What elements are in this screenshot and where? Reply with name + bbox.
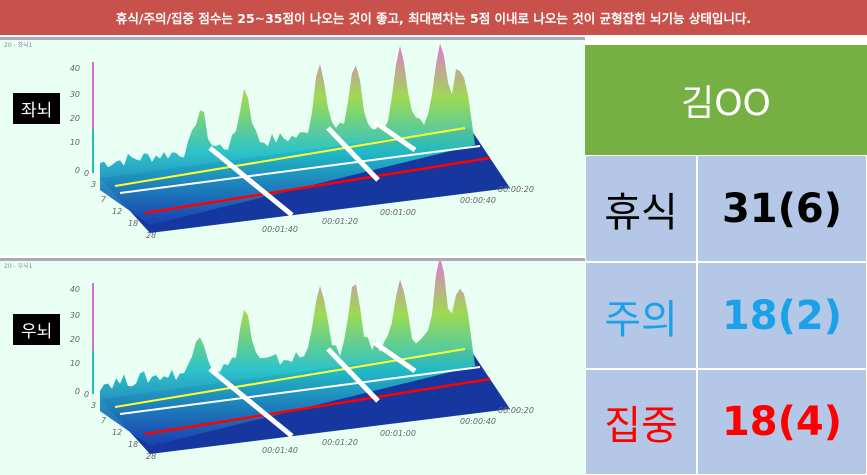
freq-tick-label: 18 bbox=[128, 440, 138, 449]
time-tick-label: 00:00:40 bbox=[460, 196, 496, 205]
marker-line bbox=[114, 127, 466, 187]
time-bar bbox=[208, 367, 294, 438]
time-tick-label: 00:01:20 bbox=[322, 217, 358, 226]
marker-line bbox=[144, 377, 491, 436]
marker-line bbox=[119, 366, 481, 415]
z-tick-label: 0 bbox=[75, 166, 80, 175]
time-bar bbox=[208, 146, 294, 217]
time-tick-label: 00:00:40 bbox=[460, 417, 496, 426]
score-table: 김OO 휴식 31(6) 주의 18(2) 집중 18(4) bbox=[585, 45, 867, 475]
z-tick-label: 40 bbox=[70, 285, 80, 294]
time-bar bbox=[373, 340, 417, 374]
time-tick-label: 00:00:20 bbox=[498, 406, 534, 415]
panel-label: 우뇌 bbox=[13, 314, 61, 345]
time-tick-label: 00:01:40 bbox=[262, 446, 298, 455]
time-bar bbox=[326, 126, 380, 182]
score-label: 주의 bbox=[585, 262, 697, 369]
subject-name: 김OO bbox=[585, 45, 867, 155]
score-value: 18(2) bbox=[697, 262, 867, 369]
window-title: 20 - 좌뇌1 bbox=[4, 42, 33, 49]
freq-tick-label: 0 bbox=[84, 169, 89, 178]
score-label: 휴식 bbox=[585, 155, 697, 262]
score-value: 31(6) bbox=[697, 155, 867, 262]
freq-tick-label: 7 bbox=[101, 416, 107, 425]
time-tick-label: 00:01:00 bbox=[380, 208, 416, 217]
freq-tick-label: 12 bbox=[112, 207, 122, 216]
brain-panel: 40 30 20 10 0 0 3 7 12 18 28 00:00:20 00:00:40 00:01:… bbox=[0, 258, 585, 475]
marker-line bbox=[119, 145, 481, 194]
freq-tick-label: 3 bbox=[91, 180, 96, 189]
terrain bbox=[100, 261, 475, 446]
time-tick-label: 00:01:00 bbox=[380, 429, 416, 438]
banner: 휴식/주의/집중 점수는 25~35점이 나오는 것이 좋고, 최대편차는 5점… bbox=[0, 0, 867, 35]
time-bar bbox=[373, 119, 417, 153]
z-tick-label: 40 bbox=[70, 64, 80, 73]
z-tick-label: 30 bbox=[70, 311, 80, 320]
freq-tick-label: 28 bbox=[146, 231, 156, 240]
time-bar bbox=[326, 347, 380, 403]
time-tick-label: 00:01:40 bbox=[262, 225, 298, 234]
freq-tick-label: 3 bbox=[91, 401, 96, 410]
freq-tick-label: 12 bbox=[112, 428, 122, 437]
score-value: 18(4) bbox=[697, 369, 867, 475]
brain-panel: 40 30 20 10 0 0 3 7 12 18 28 00:00:20 00:00:40 00:01:… bbox=[0, 37, 585, 255]
z-tick-label: 10 bbox=[70, 359, 80, 368]
z-tick-label: 20 bbox=[70, 335, 80, 344]
freq-tick-label: 7 bbox=[101, 195, 107, 204]
marker-line bbox=[114, 348, 466, 408]
z-tick-label: 10 bbox=[70, 138, 80, 147]
time-tick-label: 00:00:20 bbox=[498, 185, 534, 194]
marker-line bbox=[144, 156, 491, 215]
freq-tick-label: 18 bbox=[128, 219, 138, 228]
z-tick-label: 20 bbox=[70, 114, 80, 123]
z-tick-label: 0 bbox=[75, 387, 80, 396]
terrain bbox=[100, 43, 475, 225]
freq-tick-label: 28 bbox=[146, 452, 156, 461]
score-label: 집중 bbox=[585, 369, 697, 475]
time-tick-label: 00:01:20 bbox=[322, 438, 358, 447]
freq-tick-label: 0 bbox=[84, 390, 89, 399]
panel-label: 좌뇌 bbox=[13, 93, 61, 124]
z-tick-label: 30 bbox=[70, 90, 80, 99]
window-title: 20 - 우뇌1 bbox=[4, 263, 33, 270]
